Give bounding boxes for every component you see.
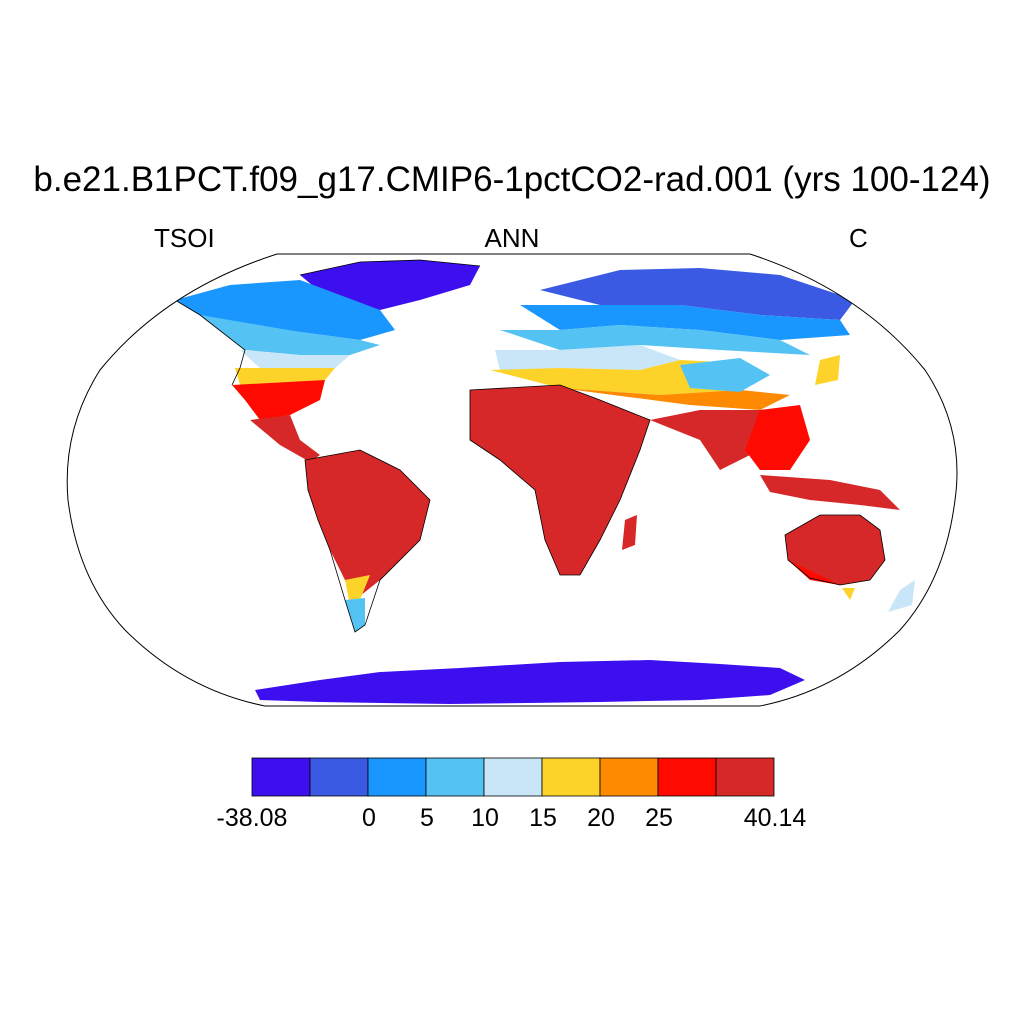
- variable-label: TSOI: [154, 223, 215, 253]
- colorbar-swatch: [541, 757, 601, 797]
- colorbar-swatch: [599, 757, 659, 797]
- na-cool: [200, 315, 380, 355]
- colorbar-label-15: 15: [529, 804, 557, 832]
- tasmania: [842, 588, 855, 600]
- map-boundary: [66, 253, 958, 707]
- colorbar-label-max: 40.14: [743, 804, 807, 832]
- eurasia-mild: [495, 345, 680, 370]
- indonesia: [760, 475, 900, 510]
- antarctica: [255, 660, 805, 704]
- new-zealand: [888, 580, 915, 612]
- colorbar-label-5: 5: [420, 804, 434, 832]
- colorbar-swatch: [657, 757, 717, 797]
- colorbar-swatch: [251, 757, 311, 797]
- australia-south: [788, 560, 840, 585]
- sa-tip: [345, 598, 365, 632]
- central-america: [250, 415, 320, 462]
- eurasia-cool: [500, 325, 810, 355]
- eurasia-warm: [490, 360, 740, 395]
- japan: [815, 355, 840, 385]
- australia: [785, 515, 885, 585]
- colorbar-swatch: [309, 757, 369, 797]
- colorbar-swatch: [715, 757, 775, 797]
- units-label: C: [849, 223, 868, 253]
- se-asia: [745, 405, 810, 470]
- eurasia-polar: [540, 268, 855, 320]
- sa-south: [345, 575, 370, 605]
- colorbar-swatch: [483, 757, 543, 797]
- na-mild: [240, 350, 350, 368]
- colorbar-label-20: 20: [587, 804, 615, 832]
- colorbar-label-25: 25: [645, 804, 673, 832]
- madagascar: [622, 515, 637, 550]
- season-label: ANN: [484, 223, 540, 253]
- africa: [470, 385, 650, 575]
- colorbar: [251, 757, 775, 797]
- colorbar-swatch: [367, 757, 427, 797]
- colorbar-label-0: 0: [362, 804, 376, 832]
- na-hot: [232, 380, 325, 420]
- map-title: b.e21.B1PCT.f09_g17.CMIP6-1pctCO2-rad.00…: [33, 160, 991, 199]
- na-warm: [235, 368, 335, 385]
- tibet-plateau: [680, 358, 770, 392]
- colorbar-label-10: 10: [471, 804, 499, 832]
- colorbar-label-min: -38.08: [216, 804, 288, 832]
- land-fields: [175, 260, 915, 704]
- south-america: [305, 450, 430, 600]
- na-cold: [175, 280, 395, 340]
- coastlines: [174, 259, 886, 633]
- eurasia-hot: [560, 388, 790, 410]
- colorbar-swatch: [425, 757, 485, 797]
- eurasia-cold: [520, 305, 850, 340]
